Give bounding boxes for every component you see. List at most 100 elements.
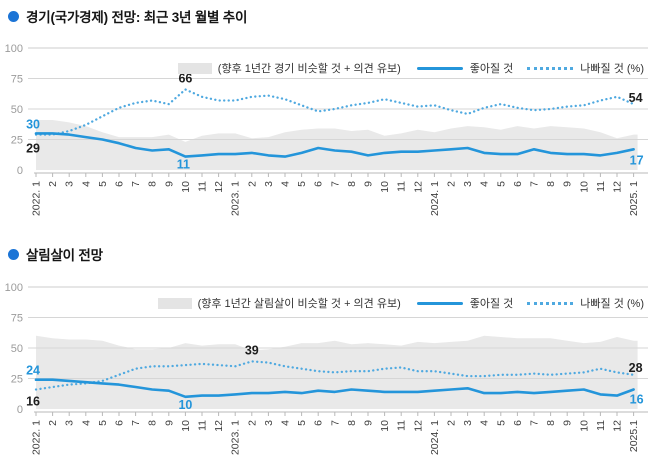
x-axis-label: 11 (197, 181, 209, 192)
bullet-icon (8, 248, 19, 260)
x-axis-label: 3 (462, 181, 474, 187)
x-axis-label: 2 (47, 181, 59, 187)
value-label: 54 (629, 91, 643, 105)
legend-label-better: 좋아질 것 (469, 63, 514, 75)
x-axis-label: 5 (97, 420, 109, 426)
value-label: 16 (26, 395, 40, 409)
x-axis-label: 9 (562, 181, 574, 187)
x-axis-label: 6 (114, 181, 126, 187)
legend-label-steady: (향후 1년간 경기 비슷할 것 + 의견 유보) (217, 63, 401, 75)
economy-chart-title-text: 경기(국가경제) 전망: 최근 3년 월별 추이 (26, 10, 248, 25)
x-axis-label: 8 (346, 420, 358, 426)
value-label: 66 (178, 72, 192, 86)
value-label: 17 (630, 153, 644, 167)
legend-item-steady: (향후 1년간 경기 비슷할 것 + 의견 유보) (177, 60, 401, 76)
economy-chart-legend: (향후 1년간 경기 비슷할 것 + 의견 유보) 좋아질 것 나빠질 것 (%… (177, 60, 644, 76)
x-axis-label: 10 (180, 181, 192, 193)
value-label: 39 (245, 343, 259, 357)
legend-item-steady: (향후 1년간 살림살이 비슷할 것 + 의견 유보) (157, 295, 401, 311)
x-axis-label: 4 (80, 420, 92, 426)
x-axis-label: 3 (64, 181, 76, 187)
x-axis-label: 2025.1 (628, 420, 640, 452)
x-axis-label: 3 (64, 420, 76, 426)
x-axis-label: 7 (529, 181, 541, 187)
legend-label-better: 좋아질 것 (469, 298, 514, 310)
x-axis-label: 6 (313, 181, 325, 187)
y-axis-label: 50 (11, 343, 23, 355)
x-axis-label: 6 (512, 420, 524, 426)
x-axis-label: 3 (263, 181, 275, 187)
household-chart-title-text: 살림살이 전망 (26, 248, 103, 263)
x-axis-label: 11 (197, 420, 209, 431)
x-axis-label: 2024. 1 (429, 420, 441, 455)
y-axis-label: 0 (17, 165, 23, 177)
x-axis-label: 11 (396, 181, 408, 192)
x-axis-label: 10 (379, 420, 391, 432)
x-axis-label: 10 (578, 420, 590, 432)
y-axis-label: 25 (11, 135, 23, 147)
household-chart-legend: (향후 1년간 살림살이 비슷할 것 + 의견 유보) 좋아질 것 나빠질 것 … (157, 295, 644, 311)
x-axis-label: 10 (180, 420, 192, 432)
x-axis-label: 2025. 1 (628, 181, 640, 216)
x-axis-label: 2 (246, 420, 258, 426)
x-axis-label: 5 (97, 181, 109, 187)
x-axis-label: 7 (130, 420, 142, 426)
x-axis-label: 5 (495, 420, 507, 426)
x-axis-label: 6 (114, 420, 126, 426)
x-axis-label: 4 (280, 420, 292, 426)
x-axis-label: 11 (595, 420, 607, 431)
x-axis-label: 2022. 1 (31, 420, 43, 455)
x-axis-label: 5 (296, 420, 308, 426)
x-axis-label: 4 (80, 181, 92, 187)
x-axis-label: 5 (296, 181, 308, 187)
x-axis-label: 4 (479, 181, 491, 187)
x-axis-label: 8 (545, 181, 557, 187)
legend-label-worse: 나빠질 것 (%) (580, 298, 644, 310)
worse-line (34, 360, 635, 391)
x-axis-label: 3 (263, 420, 275, 426)
x-axis-label: 2024. 1 (429, 181, 441, 216)
x-axis-label: 9 (163, 181, 175, 187)
x-axis-label: 2 (246, 181, 258, 187)
x-axis-label: 8 (346, 181, 358, 187)
x-axis-label: 12 (213, 420, 225, 432)
x-axis-label: 12 (612, 420, 624, 432)
x-axis-label: 2023. 1 (230, 181, 242, 216)
legend-label-worse: 나빠질 것 (%) (580, 63, 644, 75)
legend-label-steady: (향후 1년간 살림살이 비슷할 것 + 의견 유보) (197, 298, 401, 310)
x-axis-label: 12 (412, 181, 424, 193)
x-axis-label: 12 (412, 420, 424, 432)
bullet-icon (8, 10, 19, 22)
x-axis-label: 9 (562, 420, 574, 426)
x-axis-label: 4 (280, 181, 292, 187)
legend-item-worse: 나빠질 것 (%) (513, 60, 644, 76)
x-axis-label: 11 (595, 181, 607, 192)
better-line (34, 378, 635, 399)
x-axis-label: 3 (462, 420, 474, 426)
value-label: 28 (629, 361, 643, 375)
better-line (34, 132, 635, 158)
worse-dotted-swatch (527, 301, 574, 305)
legend-item-better: 좋아질 것 (401, 295, 514, 311)
x-axis-label: 2023. 1 (230, 420, 242, 455)
y-axis-label: 50 (11, 104, 23, 116)
x-axis-label: 11 (396, 420, 408, 431)
value-label: 30 (26, 117, 40, 131)
x-axis-label: 7 (329, 181, 341, 187)
x-axis-label: 12 (612, 181, 624, 193)
x-axis-label: 7 (329, 420, 341, 426)
household-chart-title: 살림살이 전망 (8, 244, 103, 264)
y-axis-label: 100 (5, 282, 23, 294)
legend-item-worse: 나빠질 것 (%) (513, 295, 644, 311)
value-label: 10 (178, 398, 192, 412)
y-axis-label: 75 (11, 313, 23, 325)
better-line-swatch (416, 66, 463, 70)
x-axis-label: 8 (147, 420, 159, 426)
better-line-swatch (416, 301, 463, 305)
economy-chart-title: 경기(국가경제) 전망: 최근 3년 월별 추이 (8, 6, 247, 26)
x-axis-label: 9 (163, 420, 175, 426)
x-axis-label: 7 (130, 181, 142, 187)
x-axis-label: 9 (363, 420, 375, 426)
